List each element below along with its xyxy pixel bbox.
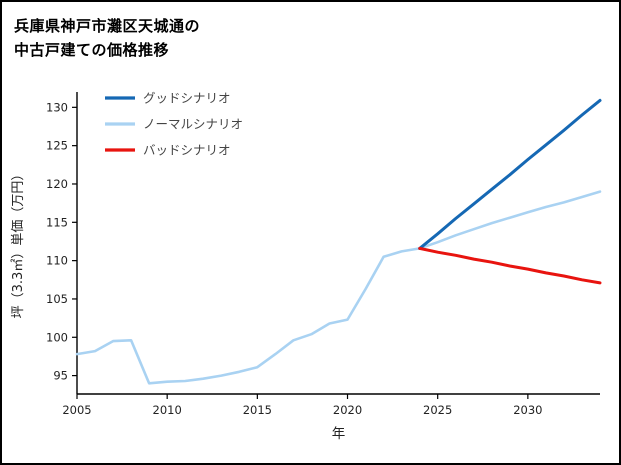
chart-area: 95 100 105 110 115 120 125 130 2005 2010 2015 2020 2…: [2, 78, 619, 460]
x-tick-label: 2020: [333, 403, 362, 417]
y-tick-label: 100: [46, 330, 68, 344]
legend-label: グッドシナリオ: [143, 91, 231, 106]
legend-label: バッドシナリオ: [143, 143, 231, 158]
y-axis-label: 坪（3.3㎡）単価（万円）: [10, 168, 26, 319]
y-tick-label: 115: [46, 215, 68, 229]
y-tick-label: 120: [46, 177, 68, 191]
chart-title: 兵庫県神戸市灘区天城通の 中古戸建ての価格推移: [14, 14, 619, 62]
series-line-グッドシナリオ: [418, 98, 602, 250]
y-tick-label: 95: [53, 369, 68, 383]
x-tick-label: 2025: [423, 403, 452, 417]
price-trend-line-chart: 95 100 105 110 115 120 125 130 2005 2010 2015 2020 2…: [10, 91, 602, 442]
series-line-バッドシナリオ: [418, 246, 602, 285]
y-tick-label: 130: [46, 100, 68, 114]
x-tick-label: 2005: [62, 403, 91, 417]
x-axis-label: 年: [332, 426, 346, 442]
x-tick-label: 2030: [513, 403, 542, 417]
legend-label: ノーマルシナリオ: [143, 117, 243, 132]
chart-title-line1: 兵庫県神戸市灘区天城通の: [14, 17, 201, 35]
series-line-ノーマルシナリオ: [75, 190, 602, 385]
y-tick-label: 105: [46, 292, 68, 306]
y-tick-label: 110: [46, 254, 68, 268]
y-tick-label: 125: [46, 139, 68, 153]
chart-title-line2: 中古戸建ての価格推移: [14, 41, 170, 59]
x-tick-label: 2015: [243, 403, 272, 417]
x-tick-label: 2010: [153, 403, 182, 417]
